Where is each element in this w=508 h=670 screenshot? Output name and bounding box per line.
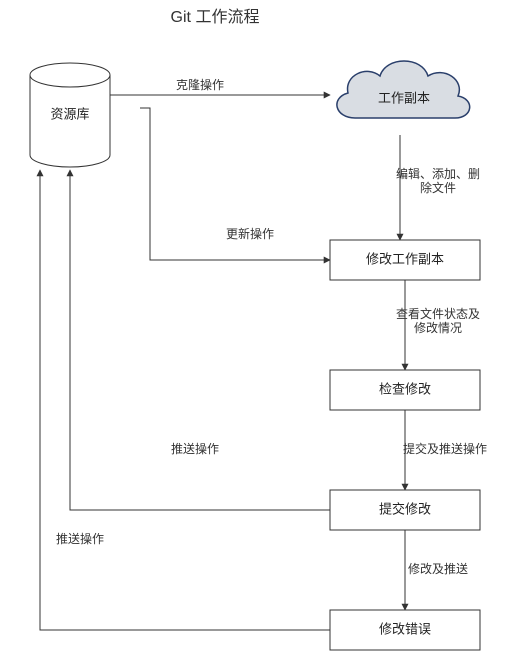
- fix-errors-label: 修改错误: [379, 621, 431, 636]
- edge-label-clone: 克隆操作: [176, 77, 224, 92]
- commit-changes-label: 提交修改: [379, 501, 431, 516]
- node-modify-copy: 修改工作副本: [330, 240, 480, 280]
- diagram-title: Git 工作流程: [171, 8, 260, 26]
- node-repository: 资源库: [30, 63, 110, 167]
- edge-label-fix_push: 修改及推送: [408, 561, 468, 576]
- node-check-changes: 检查修改: [330, 370, 480, 410]
- edge-push_from_fix: [40, 170, 330, 630]
- edge-label-push_from_fix: 推送操作: [56, 531, 104, 546]
- edge-label-view_status: 查看文件状态及修改情况: [396, 306, 480, 335]
- node-fix-errors: 修改错误: [330, 610, 480, 650]
- modify-copy-label: 修改工作副本: [366, 251, 444, 266]
- node-commit-changes: 提交修改: [330, 490, 480, 530]
- edge-label-update: 更新操作: [226, 226, 274, 241]
- repo-label: 资源库: [50, 106, 89, 121]
- edge-label-edit_files: 编辑、添加、删除文件: [396, 166, 480, 195]
- node-working-copy: 工作副本: [337, 61, 470, 118]
- edge-label-push_from_commit: 推送操作: [171, 441, 219, 456]
- check-changes-label: 检查修改: [379, 381, 431, 396]
- edge-push_from_commit: [70, 170, 330, 510]
- working-copy-label: 工作副本: [378, 90, 430, 105]
- edge-label-commit_push: 提交及推送操作: [403, 441, 487, 456]
